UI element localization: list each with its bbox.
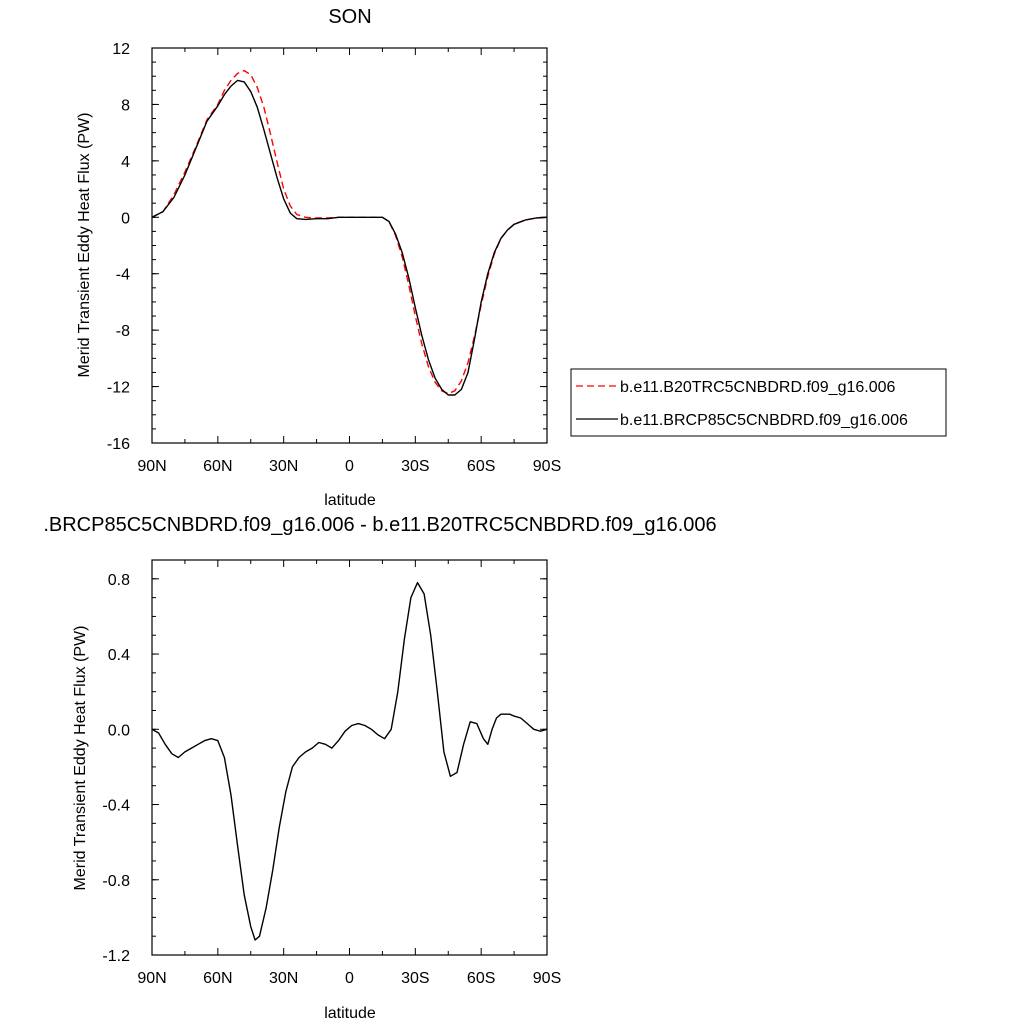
y-tick-label: -12	[107, 380, 130, 397]
x-tick-label: 30S	[401, 458, 429, 475]
x-tick-label: 60S	[467, 970, 495, 987]
legend-label-series-1: b.e11.B20TRC5CNBDRD.f09_g16.006	[620, 379, 896, 396]
x-tick-label: 0	[345, 458, 354, 475]
chart-top-frame	[151, 47, 548, 444]
x-tick-label: 90N	[137, 458, 166, 475]
x-tick-label: 30N	[269, 458, 298, 475]
chart-bottom-y-tick-labels: 0.8 0.4 0.0 -0.4 -0.8 -1.2	[102, 572, 130, 965]
y-tick-label: -1.2	[102, 948, 130, 965]
y-tick-label: -0.4	[102, 798, 130, 815]
y-tick-label: 12	[112, 41, 130, 58]
x-tick-label: 90N	[137, 970, 166, 987]
chart-top-y-tick-labels: 12 8 4 0 -4 -8 -12 -16	[107, 41, 130, 453]
x-tick-label: 60N	[203, 458, 232, 475]
series-line-1	[151, 581, 548, 941]
chart-top-x-axis-label: latitude	[324, 492, 376, 509]
chart-bottom-x-tick-labels: 90N 60N 30N 0 30S 60S 90S	[137, 970, 561, 987]
chart-bottom-series	[151, 581, 548, 941]
y-tick-label: 0	[121, 210, 130, 227]
y-tick-label: 4	[121, 154, 130, 171]
series-line-2	[151, 79, 548, 396]
x-tick-label: 90S	[533, 458, 561, 475]
series-line-1	[151, 69, 548, 395]
chart-bottom-title: .BRCP85C5CNBDRD.f09_g16.006 - b.e11.B20T…	[43, 514, 716, 536]
chart-bottom: .BRCP85C5CNBDRD.f09_g16.006 - b.e11.B20T…	[43, 514, 716, 1022]
x-tick-label: 60N	[203, 970, 232, 987]
x-tick-label: 0	[345, 970, 354, 987]
y-tick-label: 8	[121, 97, 130, 114]
chart-top-x-tick-labels: 90N 60N 30N 0 30S 60S 90S	[137, 458, 561, 475]
chart-bottom-frame	[151, 559, 548, 956]
chart-top: SON 90N 60N 30N 0 30S 60S 90S 12840-4-8-12-16 …	[76, 6, 947, 509]
chart-bottom-ticks	[151, 559, 548, 956]
chart-bottom-x-axis-label: latitude	[324, 1005, 376, 1022]
y-tick-label: 0.0	[108, 722, 130, 739]
chart-top-y-axis-label: Merid Transient Eddy Heat Flux (PW)	[76, 113, 93, 378]
y-tick-label: 0.8	[108, 572, 130, 589]
x-tick-label: 30S	[401, 970, 429, 987]
chart-top-title: SON	[328, 6, 371, 28]
x-tick-label: 60S	[467, 458, 495, 475]
y-tick-label: -0.8	[102, 873, 130, 890]
chart-top-legend: b.e11.B20TRC5CNBDRD.f09_g16.006 b.e11.BR…	[570, 368, 947, 437]
legend-label-series-2: b.e11.BRCP85C5CNBDRD.f09_g16.006	[620, 412, 908, 429]
y-tick-label: 0.4	[108, 647, 130, 664]
chart-bottom-y-axis-label: Merid Transient Eddy Heat Flux (PW)	[72, 626, 89, 891]
legend-box	[570, 368, 947, 437]
chart-top-ticks	[151, 47, 548, 444]
y-tick-label: -8	[116, 323, 130, 340]
y-tick-label: -4	[116, 267, 130, 284]
x-tick-label: 30N	[269, 970, 298, 987]
y-tick-label: -16	[107, 436, 130, 453]
chart-top-series	[151, 69, 548, 396]
x-tick-label: 90S	[533, 970, 561, 987]
